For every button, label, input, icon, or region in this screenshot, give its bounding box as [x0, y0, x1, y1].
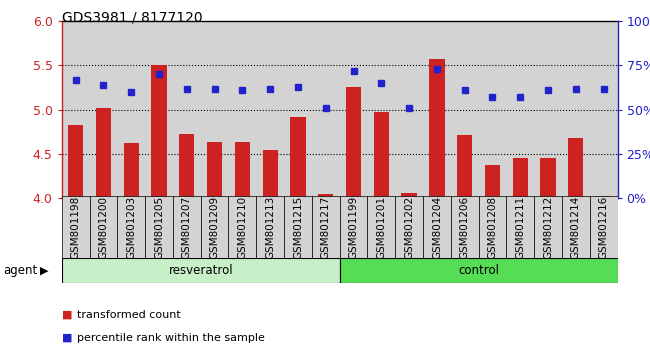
Text: transformed count: transformed count: [77, 310, 181, 320]
Text: GSM801202: GSM801202: [404, 196, 414, 259]
FancyBboxPatch shape: [62, 196, 90, 258]
Bar: [151, 65, 166, 198]
Bar: [124, 143, 139, 198]
Text: GSM801201: GSM801201: [376, 196, 386, 259]
FancyBboxPatch shape: [284, 196, 312, 258]
Text: GDS3981 / 8177120: GDS3981 / 8177120: [62, 11, 202, 25]
Text: GSM801204: GSM801204: [432, 196, 442, 259]
Text: percentile rank within the sample: percentile rank within the sample: [77, 333, 265, 343]
FancyBboxPatch shape: [117, 196, 145, 258]
Bar: [96, 108, 111, 198]
Bar: [568, 138, 584, 198]
FancyBboxPatch shape: [590, 196, 618, 258]
Bar: [318, 194, 333, 198]
Text: GSM801200: GSM801200: [98, 196, 109, 259]
FancyBboxPatch shape: [145, 196, 173, 258]
Text: ■: ■: [62, 310, 72, 320]
FancyBboxPatch shape: [367, 196, 395, 258]
Bar: [291, 117, 306, 198]
Bar: [429, 59, 445, 198]
FancyBboxPatch shape: [423, 196, 451, 258]
Text: GSM801210: GSM801210: [237, 196, 248, 259]
Text: GSM801216: GSM801216: [599, 196, 608, 259]
FancyBboxPatch shape: [201, 196, 229, 258]
Text: GSM801203: GSM801203: [126, 196, 136, 259]
Text: ▶: ▶: [40, 266, 49, 276]
Bar: [346, 87, 361, 198]
Text: GSM801209: GSM801209: [209, 196, 220, 259]
FancyBboxPatch shape: [506, 196, 534, 258]
Bar: [179, 133, 194, 198]
Bar: [68, 125, 83, 198]
Bar: [263, 150, 278, 198]
Bar: [485, 165, 500, 198]
FancyBboxPatch shape: [312, 196, 339, 258]
Bar: [596, 196, 611, 198]
Bar: [235, 142, 250, 198]
Text: GSM801206: GSM801206: [460, 196, 470, 259]
FancyBboxPatch shape: [339, 196, 367, 258]
FancyBboxPatch shape: [229, 196, 256, 258]
FancyBboxPatch shape: [478, 196, 506, 258]
Text: control: control: [458, 264, 499, 277]
FancyBboxPatch shape: [339, 258, 618, 283]
Text: resveratrol: resveratrol: [168, 264, 233, 277]
Bar: [513, 159, 528, 198]
Text: GSM801214: GSM801214: [571, 196, 581, 259]
Text: GSM801199: GSM801199: [348, 196, 359, 259]
FancyBboxPatch shape: [256, 196, 284, 258]
Text: GSM801208: GSM801208: [488, 196, 497, 259]
Text: GSM801212: GSM801212: [543, 196, 553, 259]
Bar: [374, 112, 389, 198]
Bar: [402, 193, 417, 198]
Text: GSM801205: GSM801205: [154, 196, 164, 259]
FancyBboxPatch shape: [562, 196, 590, 258]
Text: agent: agent: [3, 264, 38, 277]
FancyBboxPatch shape: [395, 196, 423, 258]
Text: GSM801215: GSM801215: [293, 196, 303, 259]
FancyBboxPatch shape: [534, 196, 562, 258]
Text: GSM801207: GSM801207: [182, 196, 192, 259]
Text: GSM801198: GSM801198: [71, 196, 81, 259]
Bar: [540, 159, 556, 198]
FancyBboxPatch shape: [90, 196, 117, 258]
Text: ■: ■: [62, 333, 72, 343]
FancyBboxPatch shape: [173, 196, 201, 258]
Bar: [457, 135, 473, 198]
FancyBboxPatch shape: [451, 196, 478, 258]
Text: GSM801217: GSM801217: [320, 196, 331, 259]
Bar: [207, 143, 222, 198]
Text: GSM801211: GSM801211: [515, 196, 525, 259]
Text: GSM801213: GSM801213: [265, 196, 275, 259]
FancyBboxPatch shape: [62, 258, 339, 283]
